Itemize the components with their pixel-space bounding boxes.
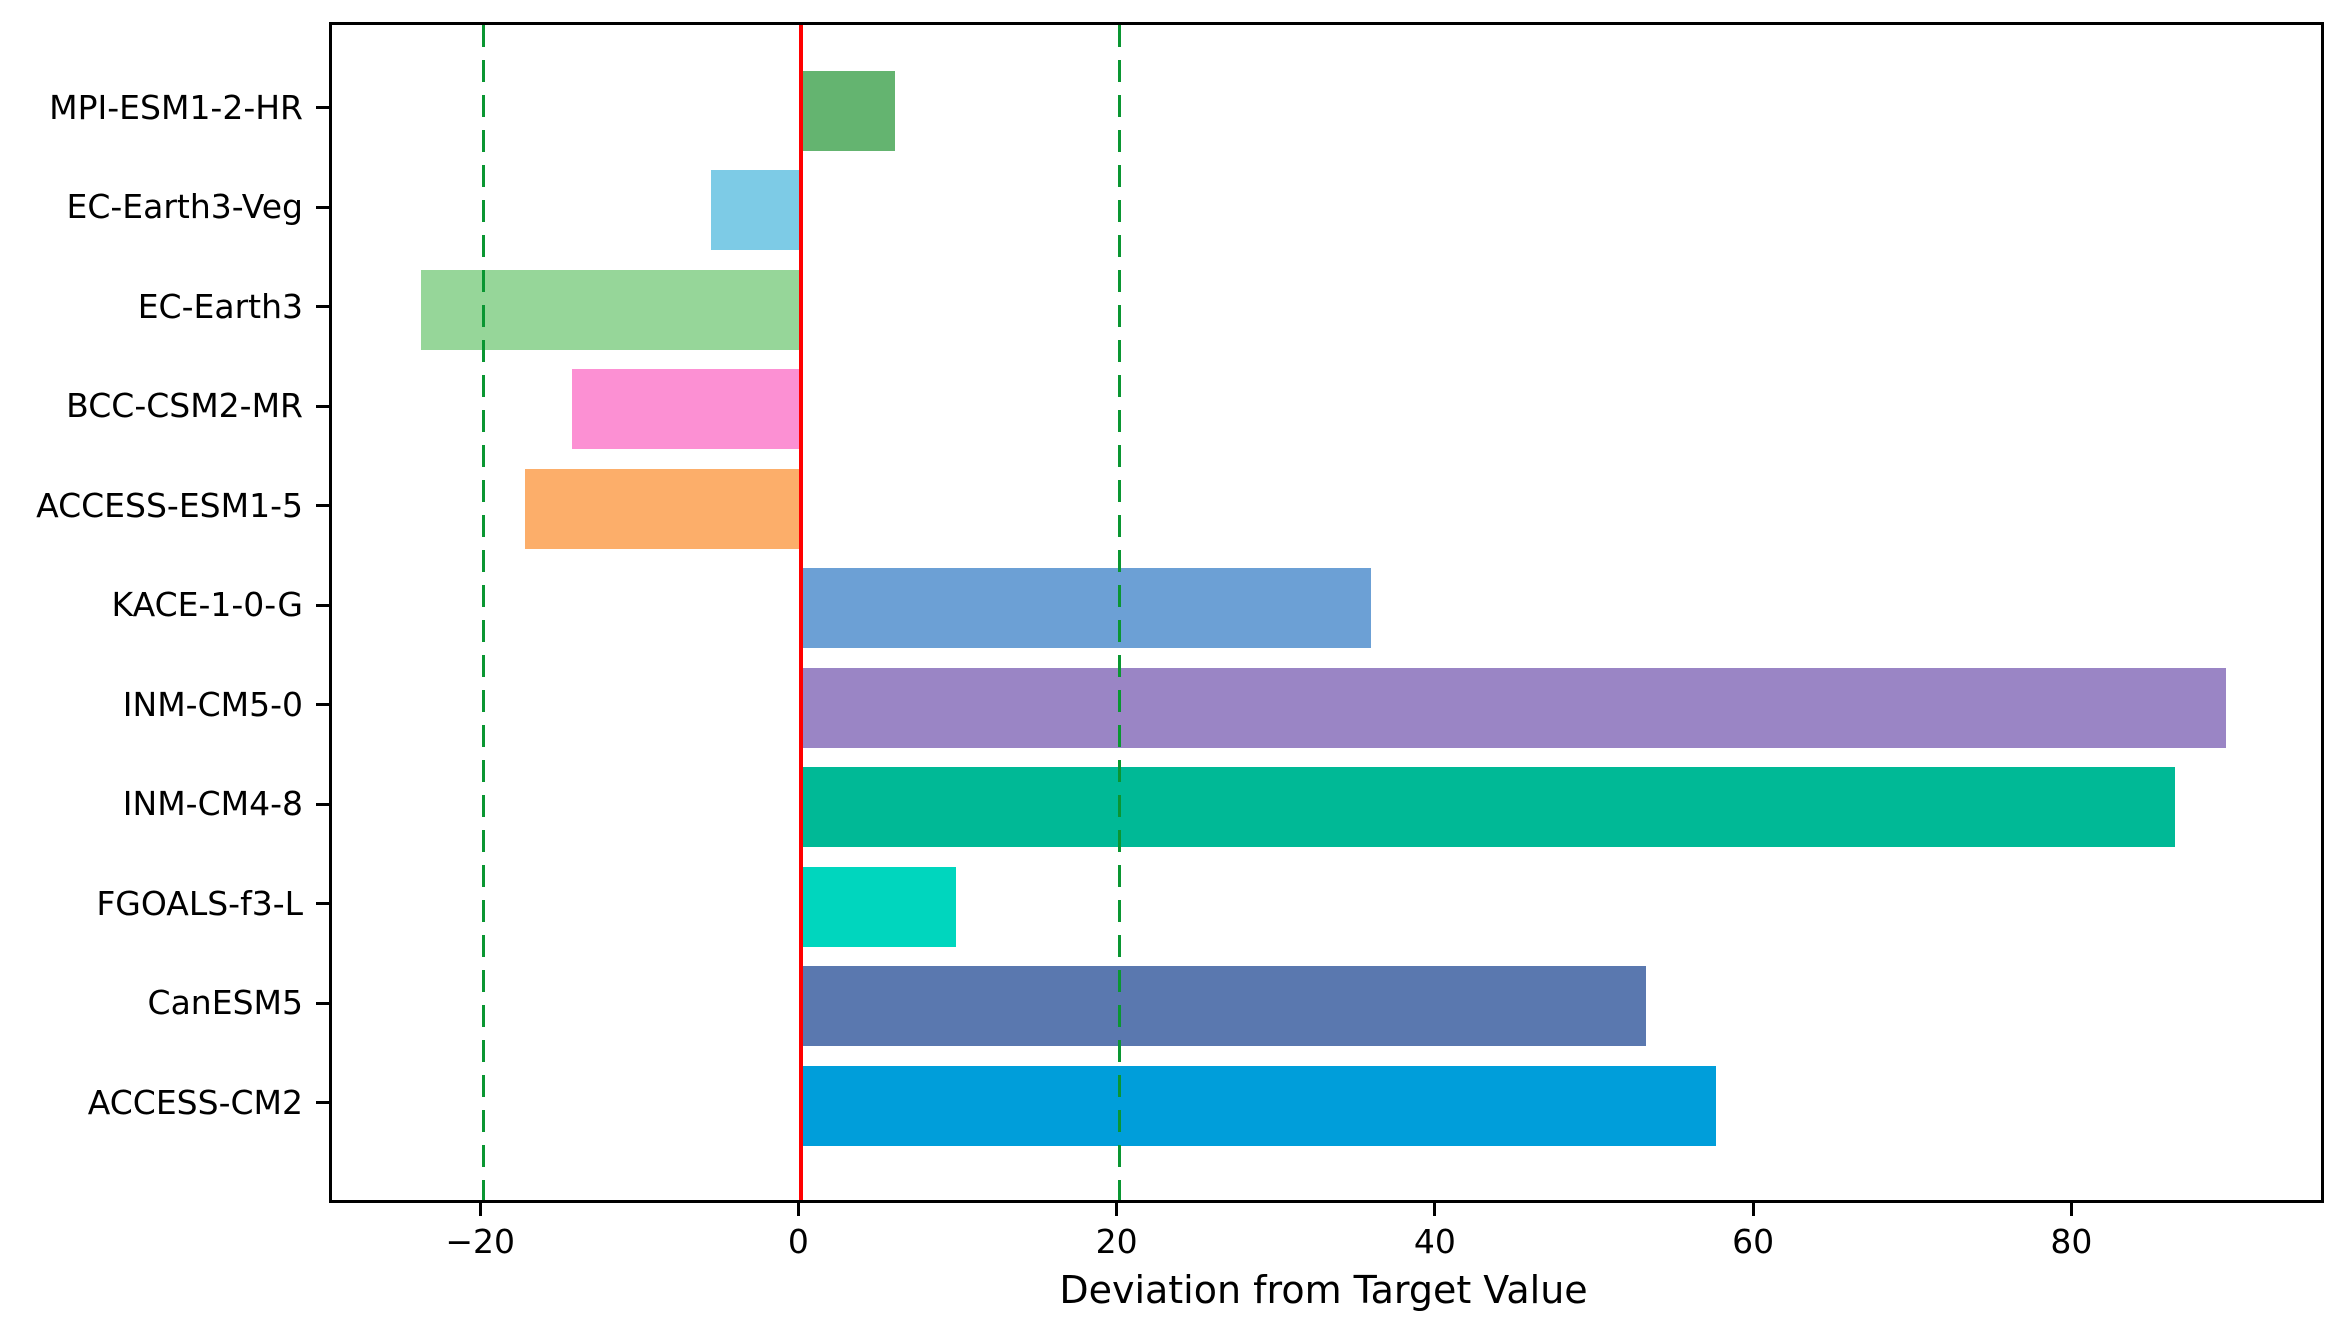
y-tick-label-access-cm2: ACCESS-CM2 (87, 1082, 303, 1122)
bar-inm-cm5-0 (801, 667, 2226, 748)
x-tick-mark (1433, 1200, 1437, 1216)
y-tick-mark (316, 902, 332, 905)
x-tick-label: −20 (445, 1222, 515, 1261)
target-zero-line (799, 25, 804, 1200)
y-tick-mark (316, 1101, 332, 1104)
y-tick-label-mpi-esm1-2-hr: MPI-ESM1-2-HR (49, 87, 303, 127)
y-tick-mark (316, 404, 332, 408)
y-tick-mark (316, 802, 332, 806)
y-tick-mark (316, 205, 332, 209)
upper-threshold-line (1118, 25, 1122, 1200)
y-tick-mark (316, 703, 332, 706)
y-tick-mark (316, 305, 332, 308)
y-tick-mark (316, 106, 332, 109)
y-tick-label-ec-earth3-veg: EC-Earth3-Veg (66, 187, 303, 226)
y-tick-label-access-esm1-5: ACCESS-ESM1-5 (36, 485, 303, 525)
y-tick-label-inm-cm4-8: INM-CM4-8 (122, 784, 303, 823)
y-tick-label-inm-cm5-0: INM-CM5-0 (122, 684, 303, 724)
x-tick-label: 80 (2050, 1222, 2093, 1261)
x-axis-title: Deviation from Target Value (1059, 1268, 1588, 1312)
y-tick-mark (316, 504, 332, 507)
x-tick-label: 20 (1095, 1222, 1138, 1261)
plot-area (329, 22, 2324, 1203)
bar-access-esm1-5 (524, 468, 802, 549)
x-tick-mark (1115, 1200, 1119, 1216)
y-tick-mark (316, 1001, 332, 1005)
y-tick-label-kace-1-0-g: KACE-1-0-G (111, 585, 303, 624)
y-tick-mark (316, 603, 332, 607)
bar-inm-cm4-8 (801, 767, 2175, 847)
bar-ec-earth3-veg (710, 170, 802, 250)
bar-fgoals-f3-l (801, 866, 956, 947)
y-tick-label-ec-earth3: EC-Earth3 (137, 286, 303, 326)
bar-kace-1-0-g (801, 568, 1372, 648)
bar-ec-earth3 (421, 269, 802, 350)
y-tick-label-bcc-csm2-mr: BCC-CSM2-MR (66, 386, 303, 425)
x-tick-label: 0 (787, 1222, 809, 1261)
lower-threshold-line (481, 25, 485, 1200)
bar-canesm5 (801, 966, 1647, 1046)
bar-mpi-esm1-2-hr (801, 70, 896, 151)
bar-access-cm2 (801, 1065, 1717, 1146)
x-tick-mark (1751, 1200, 1755, 1216)
y-tick-label-canesm5: CanESM5 (147, 983, 303, 1022)
x-tick-mark (2069, 1200, 2073, 1216)
bar-bcc-csm2-mr (572, 369, 802, 449)
x-tick-label: 60 (1732, 1222, 1775, 1261)
x-tick-mark (796, 1200, 800, 1216)
x-tick-mark (478, 1200, 482, 1216)
x-tick-label: 40 (1413, 1222, 1456, 1261)
y-tick-label-fgoals-f3-l: FGOALS-f3-L (96, 883, 303, 923)
